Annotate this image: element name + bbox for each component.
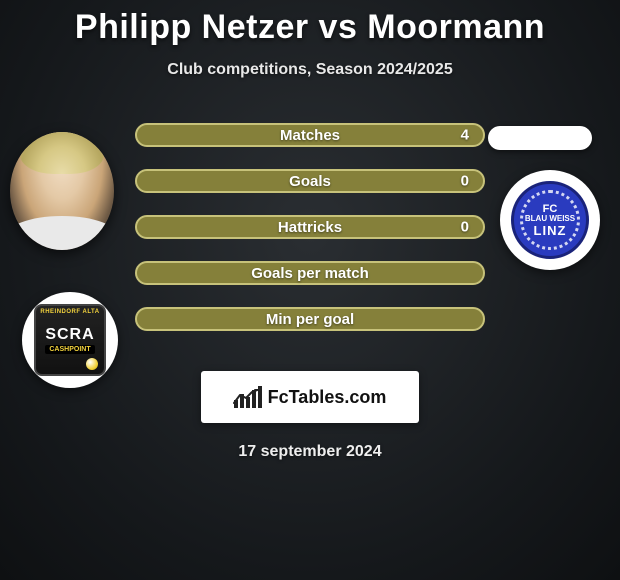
team-left-arc-text: RHEINDORF ALTA	[40, 309, 99, 315]
player-left-avatar	[10, 132, 114, 250]
stat-label: Hattricks	[278, 219, 342, 236]
player-right-placeholder	[488, 126, 592, 150]
stat-row-goals: Goals 0	[135, 169, 485, 193]
stat-label: Goals	[289, 173, 331, 190]
team-right-badge-inner: FC BLAU WEISS LINZ	[511, 181, 589, 259]
team-right-line2: BLAU WEISS	[525, 214, 575, 223]
branding-text: FcTables.com	[268, 387, 387, 408]
team-left-name: SCRA	[45, 326, 94, 344]
team-left-subtext: CASHPOINT	[45, 345, 94, 354]
team-left-badge-inner: RHEINDORF ALTA SCRA CASHPOINT	[34, 304, 106, 376]
stat-value: 4	[461, 127, 469, 144]
stat-row-hattricks: Hattricks 0	[135, 215, 485, 239]
stat-label: Matches	[280, 127, 340, 144]
stat-label: Min per goal	[266, 311, 354, 328]
subtitle: Club competitions, Season 2024/2025	[0, 61, 620, 79]
date-text: 17 september 2024	[0, 443, 620, 461]
ball-icon	[86, 358, 98, 370]
page-title: Philipp Netzer vs Moormann	[0, 0, 620, 47]
stat-row-goals-per-match: Goals per match	[135, 261, 485, 285]
stat-value: 0	[461, 219, 469, 236]
stat-row-min-per-goal: Min per goal	[135, 307, 485, 331]
team-right-line3: LINZ	[534, 223, 567, 238]
team-right-badge: FC BLAU WEISS LINZ	[500, 170, 600, 270]
stats-container: Matches 4 Goals 0 Hattricks 0 Goals per …	[135, 123, 485, 331]
chart-icon	[234, 386, 262, 408]
stat-value: 0	[461, 173, 469, 190]
stat-label: Goals per match	[251, 265, 369, 282]
team-left-badge: RHEINDORF ALTA SCRA CASHPOINT	[22, 292, 118, 388]
branding-box: FcTables.com	[201, 371, 419, 423]
stat-row-matches: Matches 4	[135, 123, 485, 147]
